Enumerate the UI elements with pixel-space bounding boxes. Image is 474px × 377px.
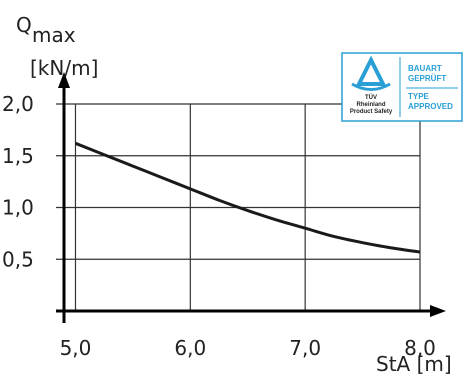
x-tick-label: 6,0 <box>174 336 206 360</box>
badge-en-line1: TYPE <box>408 92 430 101</box>
badge-org-line3: Product Safety <box>350 109 393 115</box>
tuv-logo-icon <box>351 55 391 91</box>
x-tick-label: 8,0 <box>404 336 436 360</box>
badge-en-line2: APPROVED <box>408 102 453 111</box>
series-layer <box>74 141 421 254</box>
badge-org-line1: TÜV <box>365 94 377 101</box>
y-tick-label: 2,0 <box>2 92 34 116</box>
badge-de-line1: BAUART <box>408 64 442 73</box>
y-axis-subscript: max <box>32 23 76 47</box>
series-line-0 <box>74 141 421 254</box>
tuv-badge: TÜV Rheinland Product Safety BAUART GEPR… <box>341 52 463 122</box>
y-axis-arrow-icon <box>58 72 70 88</box>
y-tick-label: 1,5 <box>2 144 34 168</box>
x-axis-label: StA [m] <box>376 352 452 376</box>
badge-de-line2: GEPRÜFT <box>408 74 446 83</box>
x-axis-arrow-icon <box>430 305 446 317</box>
tick-labels: 5,0 6,0 7,0 8,0 0,5 1,0 1,5 2,0 <box>2 92 436 360</box>
axes <box>56 72 446 323</box>
y-tick-label: 0,5 <box>2 247 34 271</box>
y-axis-unit: [kN/m] <box>30 56 98 80</box>
x-tick-label: 5,0 <box>60 336 92 360</box>
y-tick-label: 1,0 <box>2 196 34 220</box>
x-tick-label: 7,0 <box>289 336 321 360</box>
y-axis-symbol: Q <box>16 13 32 37</box>
badge-org-line2: Rheinland <box>356 102 385 108</box>
